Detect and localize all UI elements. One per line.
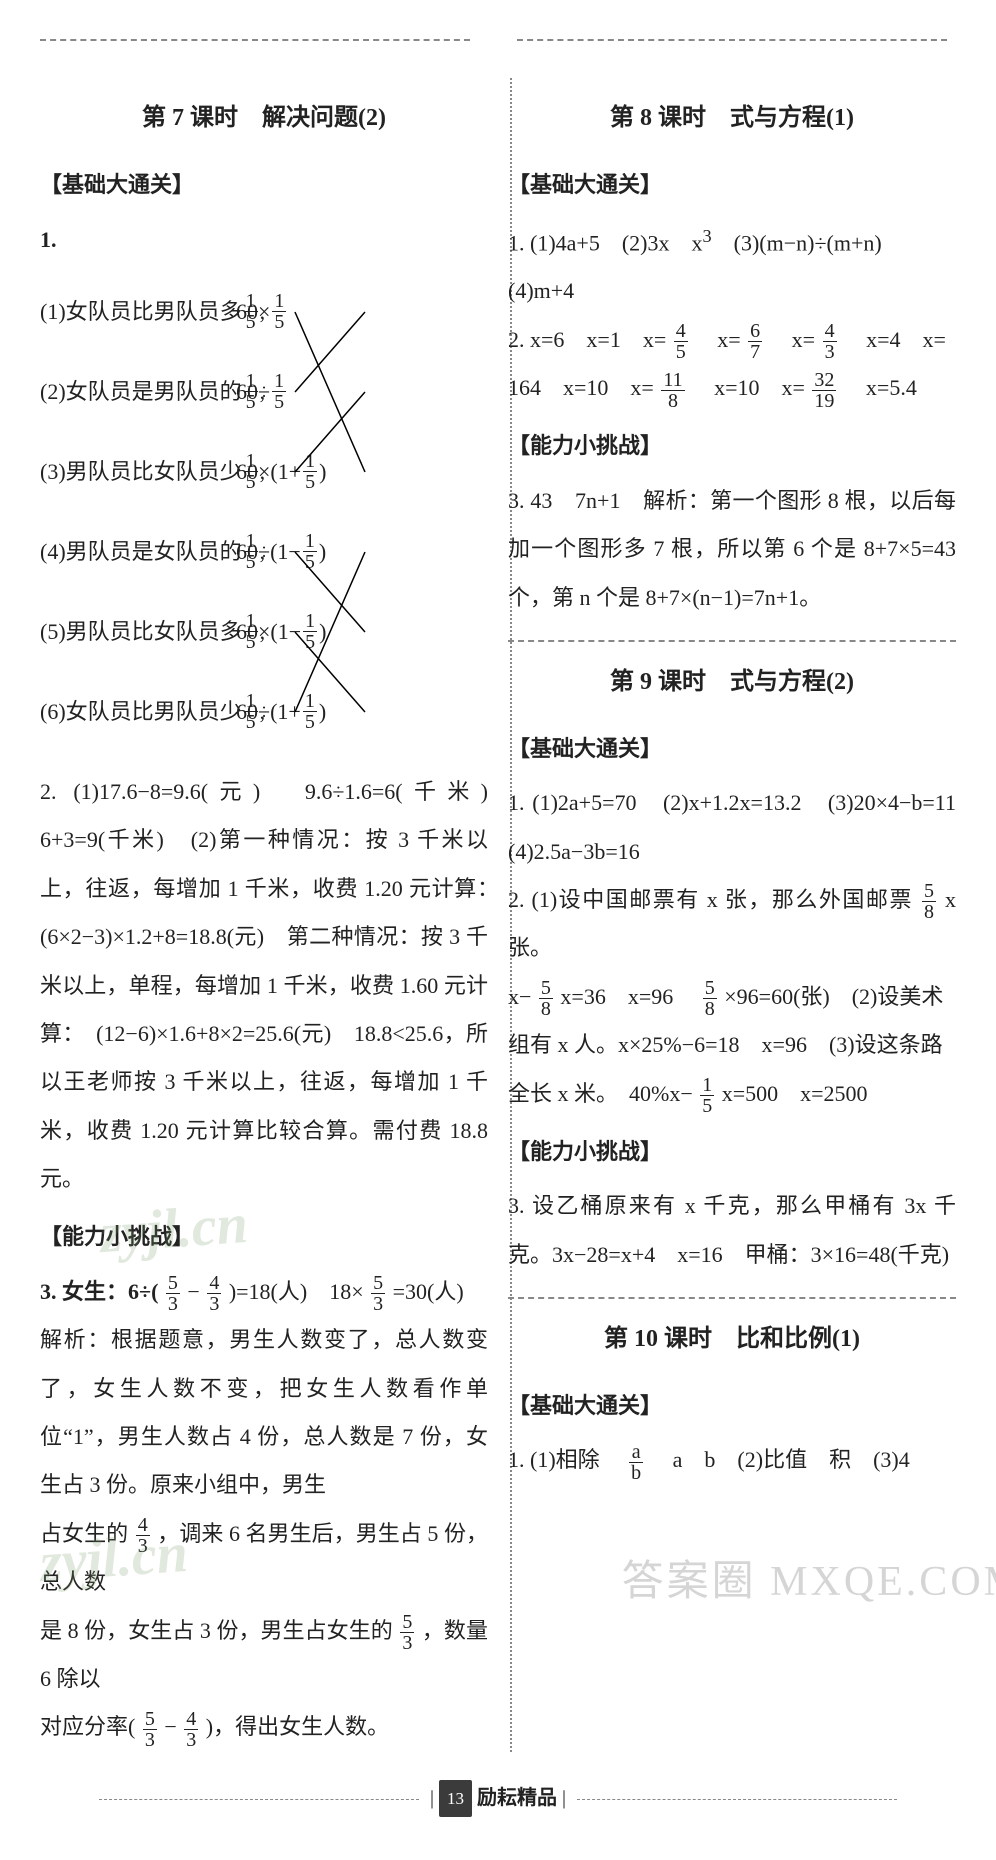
lesson-10-title: 第 10 课时 比和比例(1) bbox=[508, 1313, 956, 1366]
corner-badge: 答案圈 MXQE.COM bbox=[622, 1536, 996, 1628]
q3-expl-d: 对应分率( 53 − 43 )，得出女生人数。 bbox=[40, 1703, 488, 1751]
lesson-8-title: 第 8 课时 式与方程(1) bbox=[508, 92, 956, 145]
l8-q1: 1. (1)4a+5 (2)3x x3 (3)(m−n)÷(m+n) bbox=[508, 216, 956, 268]
l9-q1: 1. (1)2a+5=70 (2)x+1.2x=13.2 (3)20×4−b=1… bbox=[508, 779, 956, 876]
match-r-1: 60× bbox=[236, 288, 270, 336]
q3-expl-c: 是 8 份，女生占 3 份，男生占女生的 53 ，数量 6 除以 bbox=[40, 1607, 488, 1704]
l8-q1c: (4)m+4 bbox=[508, 267, 956, 315]
page-footer: | 13 励耘精品 | bbox=[40, 1776, 956, 1820]
heading-challenge-r8: 【能力小挑战】 bbox=[508, 422, 956, 470]
q1-number: 1. bbox=[40, 227, 57, 252]
match-l-1: (1)女队员比男队员多 bbox=[40, 288, 242, 336]
lesson-9-title: 第 9 课时 式与方程(2) bbox=[508, 656, 956, 709]
l9-q2-line1: 2. (1)设中国邮票有 x 张，那么外国邮票 58 x 张。 bbox=[508, 876, 956, 973]
match-r-2: 60÷ bbox=[236, 368, 270, 416]
match-l-2: (2)女队员是男队员的 bbox=[40, 368, 242, 416]
right-column: 第 8 课时 式与方程(1) 【基础大通关】 1. (1)4a+5 (2)3x … bbox=[508, 78, 956, 1751]
match-l-5: (5)男队员比女队员多 bbox=[40, 608, 242, 656]
heading-basic-left: 【基础大通关】 bbox=[40, 161, 488, 209]
left-column: 第 7 课时 解决问题(2) 【基础大通关】 1. (1)女队员比男队员多15,… bbox=[40, 78, 488, 1751]
q3-expl-a: 解析：根据题意，男生人数变了，总人数变了，女生人数不变，把女生人数看作单位“1”… bbox=[40, 1316, 488, 1510]
l8-q2-line2: 164 x=10 x= 118 x=10 x= 3219 x=5.4 bbox=[508, 364, 956, 412]
heading-basic-r10: 【基础大通关】 bbox=[508, 1382, 956, 1430]
q3-expl-b: 占女生的 43 ，调来 6 名男生后，男生占 5 份，总人数 bbox=[40, 1510, 488, 1607]
footer-brand: 励耘精品 bbox=[477, 1787, 557, 1809]
matching-block: (1)女队员比男队员多15, (2)女队员是男队员的15, (3)男队员比女队员… bbox=[40, 272, 488, 752]
match-connector-lines bbox=[290, 272, 370, 752]
heading-basic-r8: 【基础大通关】 bbox=[508, 161, 956, 209]
page-number: 13 bbox=[439, 1780, 472, 1817]
q1: 1. (1)女队员比男队员多15, (2)女队员是男队员的15, (3)男队员比… bbox=[40, 216, 488, 752]
l9-q2-line3: 组有 x 人。x×25%−6=18 x=96 (3)设这条路 bbox=[508, 1021, 956, 1069]
heading-challenge-left: 【能力小挑战】 bbox=[40, 1213, 488, 1261]
q3-line1: 3. 女生：6÷( 53 − 43 )=18(人) 18× 53 =30(人) bbox=[40, 1268, 488, 1316]
lesson-7-title: 第 7 课时 解决问题(2) bbox=[40, 92, 488, 145]
q2-text: 2. (1)17.6−8=9.6(元) 9.6÷1.6=6(千米) 6+3=9(… bbox=[40, 768, 488, 1204]
page-columns: 第 7 课时 解决问题(2) 【基础大通关】 1. (1)女队员比男队员多15,… bbox=[40, 78, 956, 1751]
l8-q3: 3. 43 7n+1 解析：第一个图形 8 根，以后每加一个图形多 7 根，所以… bbox=[508, 477, 956, 622]
l9-q2-line2: x− 58 x=36 x=96 58 ×96=60(张) (2)设美术 bbox=[508, 973, 956, 1021]
heading-basic-r9: 【基础大通关】 bbox=[508, 725, 956, 773]
l9-q3: 3. 设乙桶原来有 x 千克，那么甲桶有 3x 千克。3x−28=x+4 x=1… bbox=[508, 1182, 956, 1279]
match-l-6: (6)女队员比男队员少 bbox=[40, 688, 242, 736]
l8-q2-line1: 2. x=6 x=1 x= 45 x= 67 x= 43 x=4 x= bbox=[508, 316, 956, 364]
l10-q1: 1. (1)相除 ab a b (2)比值 积 (3)4 bbox=[508, 1436, 956, 1484]
match-l-4: (4)男队员是女队员的 bbox=[40, 528, 242, 576]
l9-q2-line4: 全长 x 米。 40%x− 15 x=500 x=2500 bbox=[508, 1070, 956, 1118]
heading-challenge-r9: 【能力小挑战】 bbox=[508, 1128, 956, 1176]
match-l-3: (3)男队员比女队员少 bbox=[40, 448, 242, 496]
